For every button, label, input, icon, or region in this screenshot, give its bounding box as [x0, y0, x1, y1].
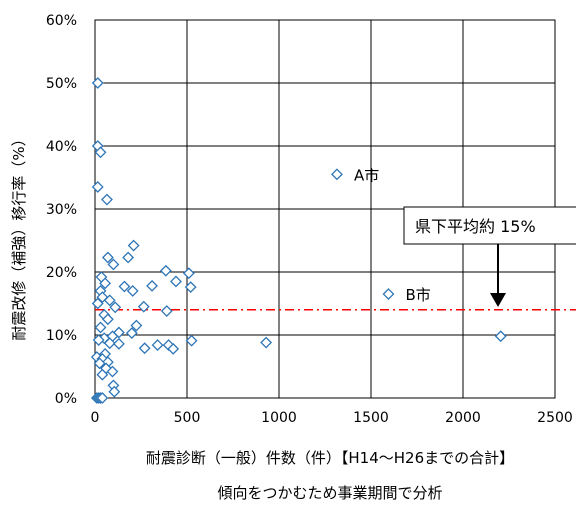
x-axis-title: 耐震診断（一般）件数（件）【H14～H26までの合計】	[146, 449, 514, 467]
data-point-20	[103, 294, 116, 307]
data-point-5	[127, 239, 140, 252]
point-label-1: B市	[405, 286, 430, 304]
data-point-46	[93, 357, 106, 370]
data-point-36	[103, 337, 116, 350]
data-point-21	[91, 297, 104, 310]
labeled-point-1	[382, 288, 395, 300]
data-point-49	[96, 368, 109, 381]
data-point-22	[137, 300, 150, 313]
data-point-17	[126, 284, 139, 297]
y-tick-label-50: 50%	[46, 76, 77, 92]
data-point-55	[96, 392, 109, 404]
callout-arrow-head	[490, 293, 506, 307]
data-point-16	[118, 280, 131, 293]
data-point-11	[159, 264, 172, 277]
data-point-48	[106, 365, 119, 378]
y-tick-label-40: 40%	[46, 139, 77, 155]
average-callout: 県下平均約 15%	[403, 206, 576, 307]
data-point-8	[107, 258, 120, 271]
data-point-33	[92, 334, 105, 346]
x-tick-label-2000: 2000	[445, 410, 481, 426]
data-point-34	[185, 334, 198, 347]
x-tick-label-1000: 1000	[261, 410, 297, 426]
data-point-13	[170, 275, 182, 288]
data-point-7	[122, 251, 135, 264]
callout-box	[403, 206, 576, 245]
y-tick-label-30: 30%	[46, 202, 77, 218]
data-point-10	[99, 277, 112, 290]
y-tick-label-60: 60%	[46, 13, 77, 29]
x-tick-label-0: 0	[91, 410, 100, 426]
x-tick-label-2500: 2500	[537, 410, 573, 426]
data-point-6	[101, 251, 114, 264]
y-axis-title: 耐震改修（補強）移行率（%）	[10, 131, 28, 340]
y-tick-label-0: 0%	[55, 391, 77, 407]
labeled-point-0	[331, 168, 343, 181]
callout-text: 県下平均約 15%	[415, 217, 536, 236]
data-point-35	[260, 336, 273, 349]
data-point-51	[108, 385, 121, 398]
chart-caption: 傾向をつかむため事業期間で分析	[217, 484, 442, 502]
data-point-15	[146, 279, 158, 292]
data-point-28	[94, 321, 107, 334]
data-point-37	[113, 337, 125, 350]
data-point-4	[101, 193, 113, 206]
data-point-41	[167, 342, 180, 355]
data-point-40	[138, 342, 151, 355]
data-point-23	[109, 301, 122, 314]
y-tick-label-20: 20%	[46, 265, 77, 281]
data-point-26	[101, 313, 114, 326]
data-point-38	[151, 339, 164, 351]
x-tick-label-500: 500	[174, 410, 201, 426]
data-point-2	[94, 146, 107, 159]
data-point-56	[494, 330, 507, 343]
data-point-27	[130, 319, 143, 332]
data-points	[90, 77, 507, 404]
data-point-14	[184, 281, 197, 294]
point-annotations: A市 B市	[354, 166, 431, 304]
data-point-0	[91, 77, 104, 89]
y-tick-label-10: 10%	[46, 328, 77, 344]
data-point-30	[125, 327, 138, 340]
data-point-12	[182, 267, 195, 280]
tick-labels: 0% 10% 20% 30% 40% 50% 60% 0 500 1000 1500 2000 2500	[46, 13, 573, 426]
x-tick-label-1500: 1500	[353, 410, 389, 426]
data-point-3	[91, 181, 104, 193]
data-point-24	[160, 305, 173, 317]
point-label-0: A市	[354, 166, 379, 184]
